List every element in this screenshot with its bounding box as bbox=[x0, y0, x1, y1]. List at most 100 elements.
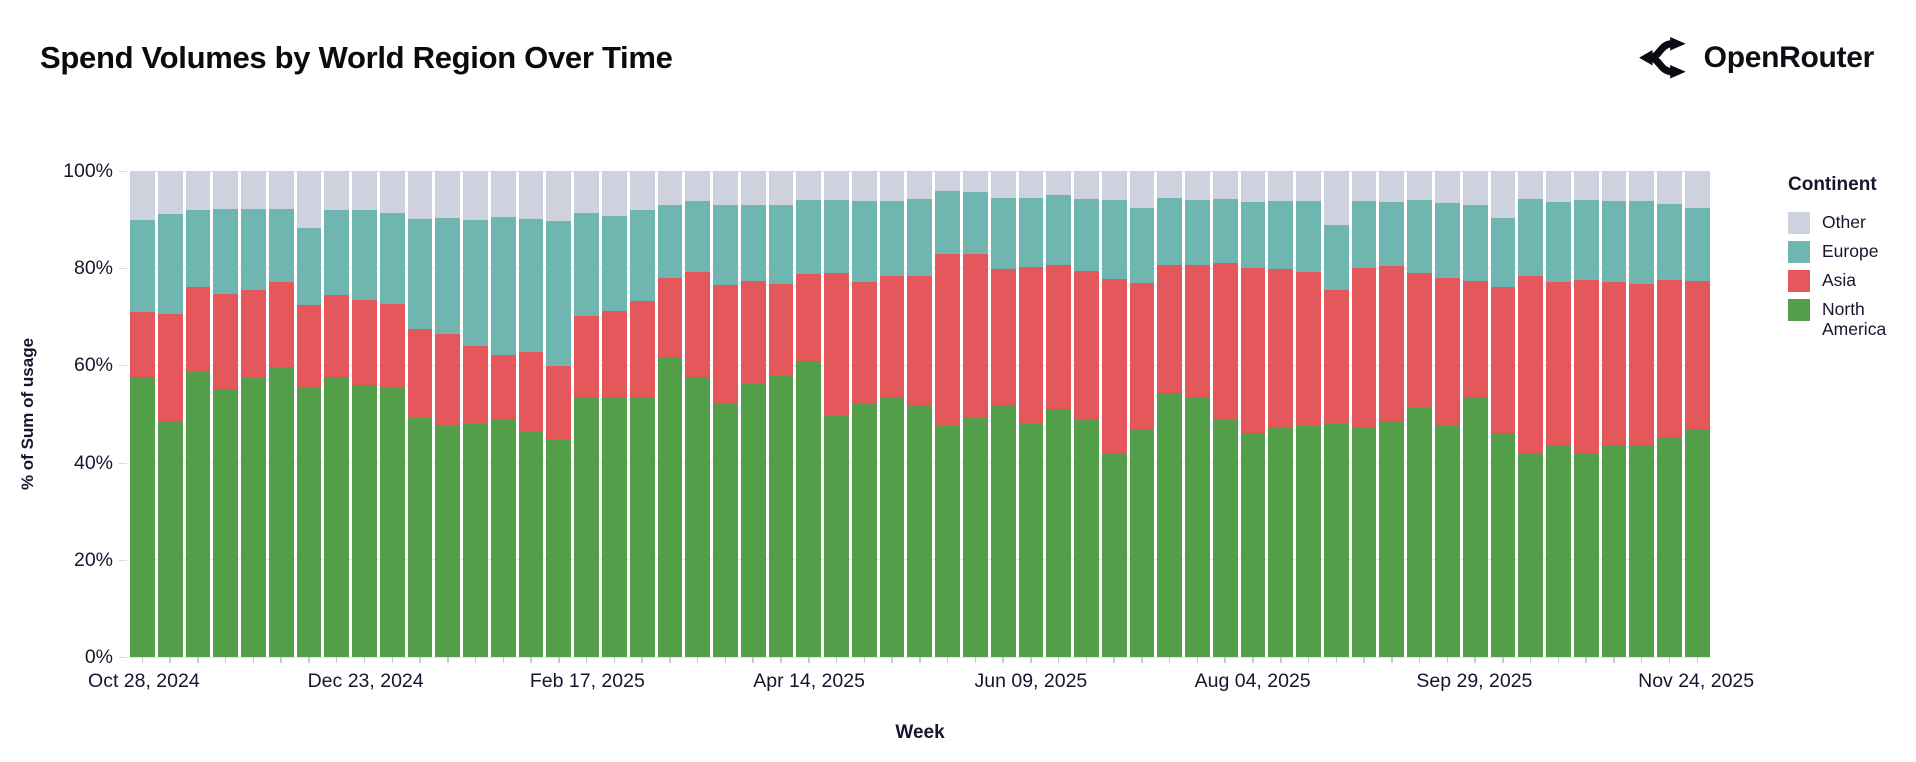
legend-item-other[interactable]: Other bbox=[1788, 212, 1916, 234]
stacked-bar[interactable] bbox=[685, 171, 711, 657]
bar-segment-asia[interactable] bbox=[435, 333, 461, 427]
bar-segment-europe[interactable] bbox=[629, 210, 655, 301]
bar-segment-other[interactable] bbox=[879, 171, 905, 202]
bar-segment-asia[interactable] bbox=[768, 283, 794, 376]
bar-segment-other[interactable] bbox=[1157, 171, 1183, 198]
bar-segment-other[interactable] bbox=[713, 171, 738, 205]
bar-segment-north-america[interactable] bbox=[574, 396, 600, 657]
bar-segment-asia[interactable] bbox=[1046, 264, 1072, 409]
stacked-bar[interactable] bbox=[1074, 171, 1099, 657]
bar-segment-north-america[interactable] bbox=[1185, 396, 1210, 657]
bar-segment-asia[interactable] bbox=[1518, 275, 1544, 455]
stacked-bar[interactable] bbox=[1185, 171, 1210, 657]
stacked-bar[interactable] bbox=[490, 171, 516, 657]
bar-segment-asia[interactable] bbox=[713, 284, 738, 403]
stacked-bar[interactable] bbox=[352, 171, 377, 657]
bar-segment-europe[interactable] bbox=[1074, 198, 1099, 271]
stacked-bar[interactable] bbox=[796, 171, 822, 657]
bar-segment-europe[interactable] bbox=[1462, 205, 1488, 282]
bar-segment-asia[interactable] bbox=[574, 315, 600, 397]
bar-segment-other[interactable] bbox=[130, 171, 155, 220]
stacked-bar[interactable] bbox=[379, 171, 405, 657]
bar-segment-other[interactable] bbox=[1046, 171, 1072, 196]
bar-segment-other[interactable] bbox=[768, 171, 794, 206]
bar-segment-asia[interactable] bbox=[1546, 282, 1571, 446]
stacked-bar[interactable] bbox=[1268, 171, 1294, 657]
stacked-bar[interactable] bbox=[518, 171, 544, 657]
bar-segment-asia[interactable] bbox=[1018, 267, 1044, 423]
bar-segment-other[interactable] bbox=[463, 171, 488, 220]
bar-segment-other[interactable] bbox=[1240, 171, 1266, 202]
bar-segment-north-america[interactable] bbox=[602, 398, 627, 657]
bar-segment-other[interactable] bbox=[1379, 171, 1405, 202]
bar-segment-europe[interactable] bbox=[546, 221, 572, 366]
bar-segment-asia[interactable] bbox=[1296, 271, 1321, 427]
bar-segment-europe[interactable] bbox=[1240, 201, 1266, 269]
bar-segment-other[interactable] bbox=[657, 171, 683, 205]
bar-segment-asia[interactable] bbox=[379, 303, 405, 388]
bar-segment-europe[interactable] bbox=[602, 215, 627, 312]
stacked-bar[interactable] bbox=[296, 171, 322, 657]
bar-segment-europe[interactable] bbox=[1296, 201, 1321, 272]
bar-segment-other[interactable] bbox=[1462, 171, 1488, 206]
stacked-bar[interactable] bbox=[1379, 171, 1405, 657]
stacked-bar[interactable] bbox=[629, 171, 655, 657]
bar-segment-north-america[interactable] bbox=[1434, 426, 1460, 657]
bar-segment-other[interactable] bbox=[1212, 171, 1238, 200]
bar-segment-asia[interactable] bbox=[463, 346, 488, 423]
bar-segment-north-america[interactable] bbox=[157, 422, 183, 657]
stacked-bar[interactable] bbox=[185, 171, 211, 657]
bar-segment-europe[interactable] bbox=[1129, 207, 1155, 284]
bar-segment-europe[interactable] bbox=[1407, 200, 1432, 274]
bar-segment-europe[interactable] bbox=[241, 209, 266, 291]
bar-segment-other[interactable] bbox=[1684, 171, 1710, 208]
stacked-bar[interactable] bbox=[602, 171, 627, 657]
bar-segment-other[interactable] bbox=[185, 171, 211, 211]
bar-segment-other[interactable] bbox=[1323, 171, 1349, 225]
bar-segment-north-america[interactable] bbox=[1101, 452, 1127, 657]
bar-segment-asia[interactable] bbox=[1629, 283, 1655, 446]
bar-segment-europe[interactable] bbox=[935, 190, 960, 254]
bar-segment-europe[interactable] bbox=[463, 219, 488, 347]
stacked-bar[interactable] bbox=[213, 171, 239, 657]
bar-segment-europe[interactable] bbox=[1490, 217, 1516, 288]
bar-segment-other[interactable] bbox=[574, 171, 600, 213]
bar-segment-north-america[interactable] bbox=[768, 375, 794, 657]
bar-segment-north-america[interactable] bbox=[1074, 419, 1099, 657]
bar-segment-other[interactable] bbox=[1074, 171, 1099, 199]
bar-segment-asia[interactable] bbox=[1212, 262, 1238, 420]
bar-segment-asia[interactable] bbox=[1268, 269, 1294, 428]
bar-segment-north-america[interactable] bbox=[185, 371, 211, 657]
stacked-bar[interactable] bbox=[435, 171, 461, 657]
bar-segment-north-america[interactable] bbox=[1046, 408, 1072, 657]
bar-segment-north-america[interactable] bbox=[324, 376, 350, 657]
bar-segment-north-america[interactable] bbox=[1379, 420, 1405, 657]
bar-segment-europe[interactable] bbox=[1212, 199, 1238, 263]
bar-segment-europe[interactable] bbox=[796, 200, 822, 274]
bar-segment-north-america[interactable] bbox=[407, 417, 433, 657]
bar-segment-north-america[interactable] bbox=[1546, 445, 1571, 657]
bar-segment-asia[interactable] bbox=[241, 290, 266, 378]
bar-segment-europe[interactable] bbox=[1657, 203, 1682, 281]
stacked-bar[interactable] bbox=[1518, 171, 1544, 657]
bar-segment-europe[interactable] bbox=[1546, 201, 1571, 283]
bar-segment-north-america[interactable] bbox=[1490, 433, 1516, 657]
bar-segment-north-america[interactable] bbox=[962, 417, 988, 657]
bar-segment-europe[interactable] bbox=[768, 205, 794, 284]
bar-segment-europe[interactable] bbox=[518, 219, 544, 353]
stacked-bar[interactable] bbox=[241, 171, 266, 657]
stacked-bar[interactable] bbox=[1601, 171, 1627, 657]
bar-segment-europe[interactable] bbox=[713, 204, 738, 285]
bar-segment-other[interactable] bbox=[518, 171, 544, 220]
stacked-bar[interactable] bbox=[1296, 171, 1321, 657]
bar-segment-other[interactable] bbox=[824, 171, 849, 201]
bar-segment-europe[interactable] bbox=[657, 204, 683, 278]
stacked-bar[interactable] bbox=[962, 171, 988, 657]
stacked-bar[interactable] bbox=[1129, 171, 1155, 657]
bar-segment-other[interactable] bbox=[1546, 171, 1571, 202]
stacked-bar[interactable] bbox=[740, 171, 766, 657]
bar-segment-other[interactable] bbox=[546, 171, 572, 222]
bar-segment-asia[interactable] bbox=[1407, 273, 1432, 408]
bar-segment-europe[interactable] bbox=[407, 219, 433, 329]
stacked-bar[interactable] bbox=[1490, 171, 1516, 657]
